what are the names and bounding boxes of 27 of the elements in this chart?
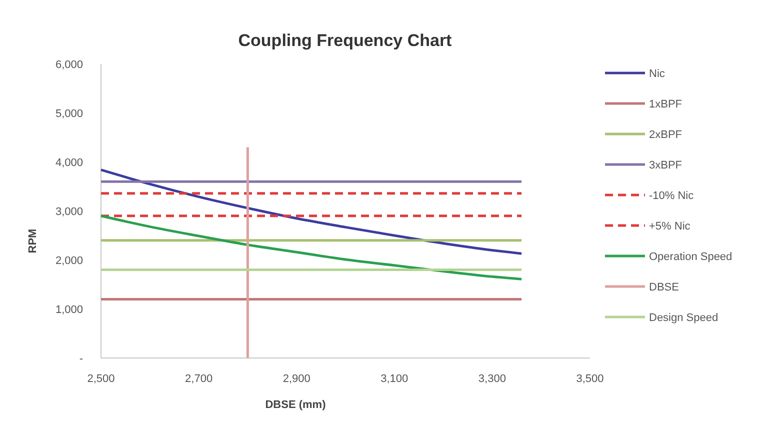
line-series bbox=[100, 214, 523, 280]
y-tick-label: 5,000 bbox=[55, 108, 83, 120]
legend-label: Operation Speed bbox=[649, 250, 732, 263]
x-tick-label: 2,900 bbox=[282, 373, 310, 385]
y-tick-label: 2,000 bbox=[55, 254, 83, 267]
legend-label: -10% Nic bbox=[649, 190, 694, 202]
y-tick-label: 6,000 bbox=[55, 58, 83, 71]
x-tick-label: 3,100 bbox=[380, 373, 408, 385]
y-tick-label: - bbox=[79, 352, 84, 365]
legend-label: Nic bbox=[649, 68, 666, 80]
x-tick-label: 2,700 bbox=[185, 373, 213, 385]
x-tick-label: 3,500 bbox=[576, 373, 604, 385]
x-axis-title: DBSE (mm) bbox=[265, 399, 326, 411]
x-tick-label: 3,300 bbox=[478, 373, 506, 385]
legend-label: DBSE bbox=[649, 281, 679, 294]
legend-label: +5% Nic bbox=[649, 220, 691, 232]
legend-label: 1xBPF bbox=[649, 98, 682, 110]
chart-title: Coupling Frequency Chart bbox=[238, 31, 452, 50]
y-tick-label: 3,000 bbox=[55, 206, 83, 218]
legend-label: 3xBPF bbox=[649, 159, 682, 172]
legend-label: 2xBPF bbox=[649, 128, 682, 141]
line-series bbox=[100, 168, 523, 255]
legend-label: Design Speed bbox=[649, 312, 718, 324]
y-axis-title: RPM bbox=[27, 228, 39, 254]
x-tick-label: 2,500 bbox=[87, 373, 115, 385]
y-tick-label: 4,000 bbox=[55, 156, 83, 169]
y-tick-label: 1,000 bbox=[55, 304, 83, 316]
